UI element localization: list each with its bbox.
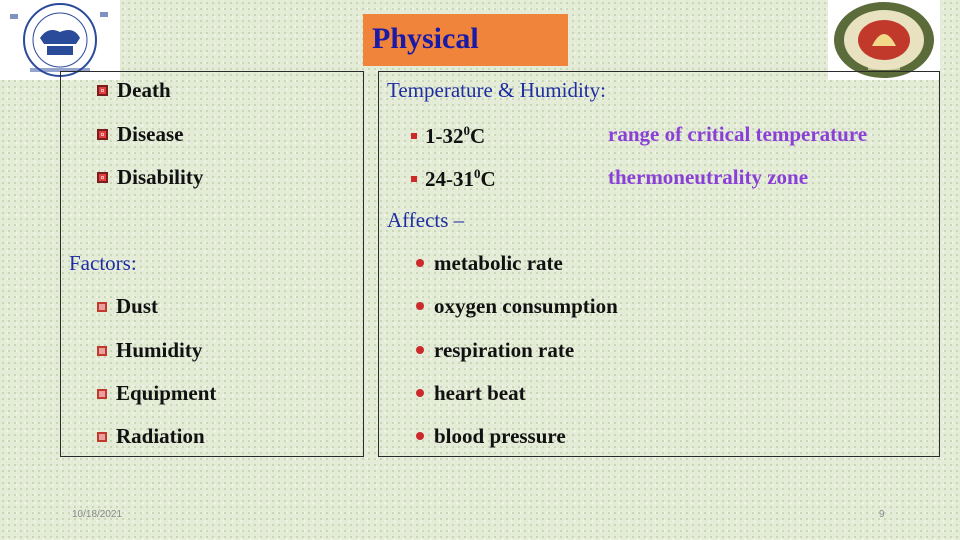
list-item: Equipment: [97, 383, 216, 404]
title-box: Physical: [363, 14, 568, 66]
round-bullet-icon: [416, 389, 424, 397]
round-bullet-icon: [416, 432, 424, 440]
affect-label: oxygen consumption: [434, 294, 618, 318]
range-value: 1-32: [425, 124, 464, 148]
square-bullet-icon: [97, 346, 107, 356]
square-bullet-icon: [97, 129, 108, 140]
square-bullet-icon: [97, 389, 107, 399]
round-bullet-icon: [416, 259, 424, 267]
square-bullet-icon: [411, 133, 417, 139]
list-item-label: Death: [117, 78, 171, 102]
list-item: Humidity: [97, 340, 202, 361]
college-logo-right: [828, 0, 940, 80]
range-unit: C: [470, 124, 486, 148]
temperature-heading: Temperature & Humidity:: [387, 78, 606, 102]
factor-label: Equipment: [116, 381, 217, 405]
left-panel: [60, 71, 364, 457]
range-label: range of critical temperature: [608, 122, 868, 146]
range-value: 24-31: [425, 167, 474, 191]
affect-label: respiration rate: [434, 338, 575, 362]
affect-label: heart beat: [434, 381, 526, 405]
degree-sup: 0: [463, 123, 471, 138]
square-bullet-icon: [97, 302, 107, 312]
factors-heading-label: Factors: [69, 251, 131, 275]
list-item: oxygen consumption: [416, 296, 618, 317]
institute-logo-left: [0, 0, 120, 80]
list-item: heart beat: [416, 383, 526, 404]
list-item: Disease: [97, 124, 184, 145]
right-panel: [378, 71, 940, 457]
square-bullet-icon: [97, 432, 107, 442]
list-item: Dust: [97, 296, 158, 317]
list-item: blood pressure: [416, 426, 566, 447]
page-number: 9: [879, 509, 885, 520]
square-bullet-icon: [411, 176, 417, 182]
factor-label: Humidity: [116, 338, 203, 362]
affect-label: metabolic rate: [434, 251, 563, 275]
factors-heading: Factors:: [69, 251, 137, 275]
range-unit: C: [480, 167, 496, 191]
factor-label: Radiation: [116, 424, 205, 448]
degree-sup: 0: [474, 166, 481, 181]
factor-label: Dust: [116, 294, 159, 318]
temperature-heading-label: Temperature & Humidity: [387, 78, 601, 102]
range-item: 24-310C: [411, 167, 496, 190]
list-item: metabolic rate: [416, 253, 563, 274]
affects-heading: Affects –: [387, 208, 465, 232]
slide-title: Physical: [372, 22, 479, 55]
round-bullet-icon: [416, 346, 424, 354]
affect-label: blood pressure: [434, 424, 566, 448]
footer-date: 10/18/2021: [72, 509, 123, 520]
list-item-label: Disease: [117, 122, 184, 146]
list-item: Death: [97, 80, 171, 101]
square-bullet-icon: [97, 85, 108, 96]
round-bullet-icon: [416, 302, 424, 310]
range-label: thermoneutrality zone: [608, 165, 809, 189]
list-item: Disability: [97, 167, 203, 188]
list-item: Radiation: [97, 426, 205, 447]
square-bullet-icon: [97, 172, 108, 183]
list-item: respiration rate: [416, 340, 574, 361]
range-item: 1-320C: [411, 124, 485, 147]
list-item-label: Disability: [117, 165, 204, 189]
